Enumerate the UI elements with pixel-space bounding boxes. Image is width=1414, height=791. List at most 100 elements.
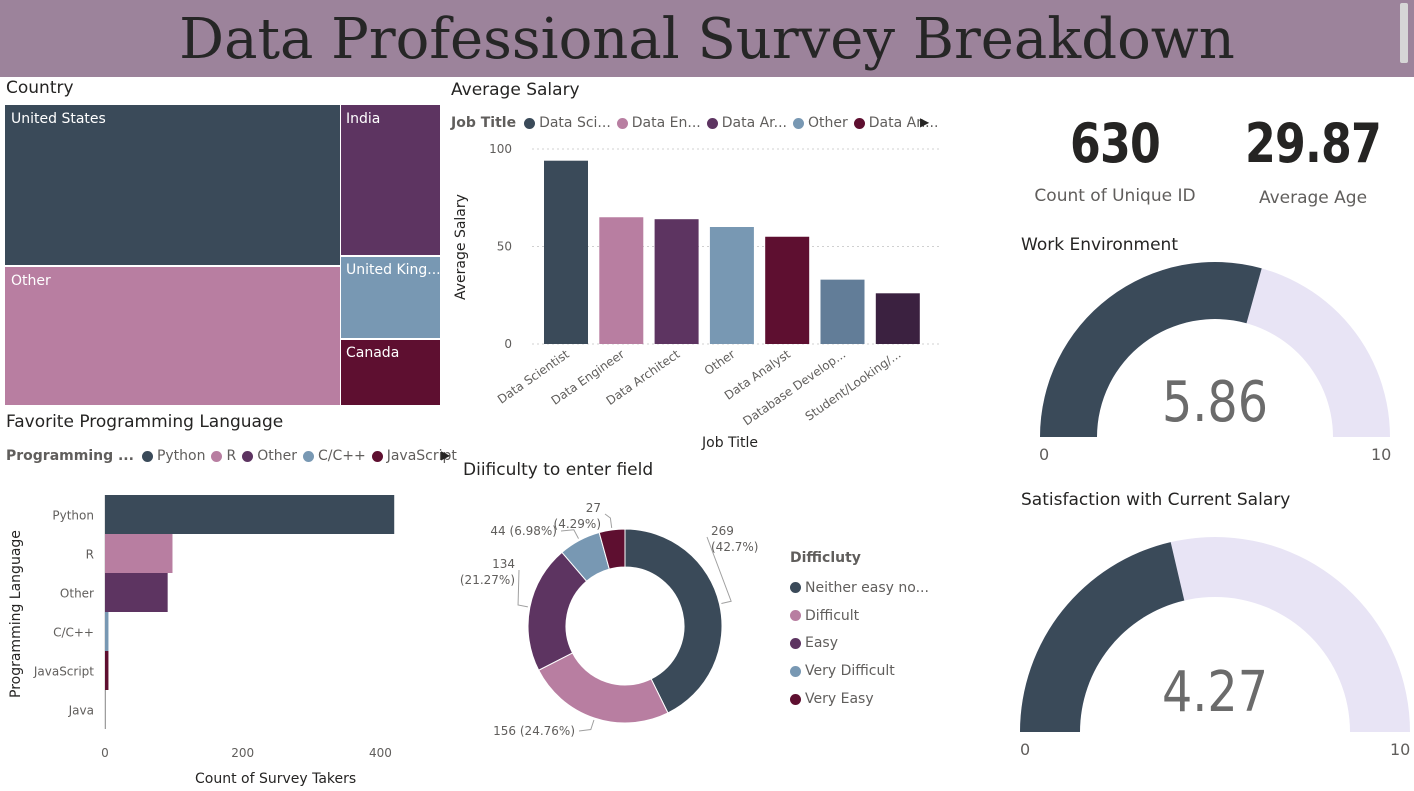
legend-item-label: C/C++ [317,448,366,464]
salary-bar [599,217,644,344]
satisfaction-max: 10 [1390,740,1411,759]
salary-legend-label: Job Title [451,115,517,131]
country-treemap[interactable]: United States Other India United King...… [5,105,440,405]
salary-y-tick-label: 50 [497,240,512,254]
difficulty-legend-item[interactable]: Difficult [790,602,929,630]
difficulty-legend-item[interactable]: Easy [790,630,929,658]
treemap-cell-canada[interactable]: Canada [341,340,440,405]
work-environment-max: 10 [1371,445,1392,464]
donut-leader-line [560,529,579,539]
donut-slice [624,528,723,714]
treemap-label: United States [11,111,106,127]
salary-legend-item[interactable]: Data Sci... [524,115,611,131]
donut-data-label-count: 27 [586,501,601,515]
salary-legend: Job Title Data Sci... Data En... Data Ar..… [451,115,944,131]
language-bar [105,690,106,729]
salary-legend-item[interactable]: Data An... [853,115,939,131]
legend-dot-icon [790,610,801,622]
language-bar [105,534,173,573]
salary-y-tick-label: 0 [504,337,512,351]
language-legend-item[interactable]: C/C++ [302,448,366,464]
treemap-label: India [346,111,381,127]
salary-legend-item[interactable]: Data En... [616,115,701,131]
language-bar [105,495,395,534]
language-bar-chart[interactable]: 0 200 400 Python R Other C/C++ JavaScript Java [0,480,445,770]
legend-dot-icon [790,582,801,594]
page-scrollbar[interactable] [1400,3,1408,63]
legend-dot-icon [790,693,801,705]
treemap-cell-united-kingdom[interactable]: United King... [341,257,440,338]
salary-bar [544,160,588,344]
salary-legend-item[interactable]: Data Ar... [706,115,787,131]
treemap-cell-united-states[interactable]: United States [5,105,340,265]
salary-title: Average Salary [451,80,580,100]
donut-data-label-count: 134 [492,557,515,571]
legend-item-label: Other [257,448,297,464]
difficulty-legend-item[interactable]: Very Easy [790,685,929,713]
legend-item-label: Python [156,448,206,464]
satisfaction-value: 4.27 [1162,660,1268,725]
donut-data-label-pct: (4.29%) [554,517,601,531]
legend-next-arrow-icon[interactable]: ▶ [920,115,930,129]
gauge-fill [1040,262,1262,437]
legend-item-label: Easy [805,635,839,652]
legend-dot-icon [141,450,153,462]
treemap-label: United King... [346,262,440,278]
salary-x-axis-title: Job Title [702,435,759,451]
difficulty-legend-item[interactable]: Neither easy no... [790,574,929,602]
legend-item-label: Data An... [868,115,939,131]
language-legend-item[interactable]: R [211,448,236,464]
legend-dot-icon [242,450,254,462]
legend-dot-icon [211,450,223,462]
language-x-tick-label: 400 [369,746,392,760]
work-environment-gauge[interactable] [1030,255,1400,445]
donut-slice [598,528,626,570]
donut-data-label-pct: (42.7%) [711,540,758,554]
language-x-axis-title: Count of Survey Takers [195,771,357,787]
language-legend-items: Python R Other C/C++ JavaScript [141,448,463,464]
donut-leader-line [578,719,595,732]
satisfaction-min: 0 [1020,740,1031,759]
count-unique-id-value: 630 [1070,112,1161,175]
salary-y-tick-label: 100 [489,142,512,156]
language-y-tick-label: JavaScript [33,665,94,679]
count-unique-id-label: Count of Unique ID [1034,186,1196,206]
page-title: Data Professional Survey Breakdown [179,7,1235,72]
language-y-tick-label: Java [68,704,94,718]
gauge-fill [1020,542,1185,732]
language-y-tick-label: C/C++ [53,626,94,640]
salary-legend-items: Data Sci... Data En... Data Ar... Other Data… [524,115,944,131]
difficulty-donut-chart[interactable]: 269 (42.7%) 156 (24.76%) 134 (21.27%) 44 (6.9… [455,495,785,755]
legend-item-label: Data Ar... [721,115,787,131]
country-title: Country [6,78,74,98]
difficulty-legend-item[interactable]: Very Difficult [790,657,929,685]
legend-dot-icon [524,117,536,129]
donut-data-label: 156 (24.76%) [493,724,575,738]
satisfaction-title: Satisfaction with Current Salary [1021,490,1291,510]
legend-dot-icon [790,637,801,649]
treemap-cell-india[interactable]: India [341,105,440,255]
treemap-label: Other [11,273,51,289]
donut-data-label-pct: (21.27%) [460,573,515,587]
treemap-cell-other[interactable]: Other [5,267,340,405]
legend-next-arrow-icon[interactable]: ▶ [441,448,451,462]
donut-leader-line [706,536,732,604]
language-legend-label: Programming ... [6,448,134,464]
difficulty-legend-title: Difficluty [790,550,861,566]
language-legend-item[interactable]: Other [242,448,297,464]
donut-leader-line [604,513,613,528]
salary-legend-item[interactable]: Other [793,115,848,131]
donut-slice [538,652,669,724]
language-legend-item[interactable]: JavaScript [371,448,457,464]
legend-item-label: Neither easy no... [805,579,929,596]
salary-bar [765,236,810,344]
satisfaction-gauge[interactable] [1010,525,1414,740]
language-legend-item[interactable]: Python [141,448,206,464]
average-age-label: Average Age [1258,188,1368,208]
legend-dot-icon [853,117,865,129]
work-environment-value: 5.86 [1162,370,1268,435]
legend-item-label: Very Difficult [805,663,895,680]
difficulty-legend: Neither easy no... Difficult Easy Very Diff… [790,574,929,713]
language-y-tick-label: R [86,548,94,562]
